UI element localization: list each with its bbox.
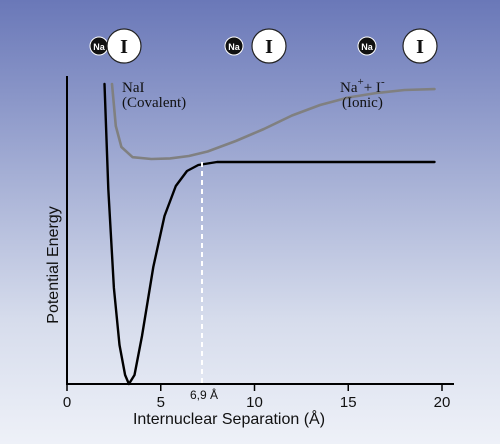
iodine-atom-label: I xyxy=(120,36,128,58)
y-axis-label: Potential Energy xyxy=(45,206,62,323)
sodium-atom-icon xyxy=(224,36,244,56)
x-tick-label: 5 xyxy=(157,394,165,411)
iodine-atom-label: I xyxy=(265,36,273,58)
ionic-label-line2: (Ionic) xyxy=(342,95,383,111)
sodium-atom-label: Na xyxy=(361,42,373,52)
covalent-label-line2: (Covalent) xyxy=(122,95,186,111)
sodium-atom-label: Na xyxy=(93,42,105,52)
ionic-label-sup2: - xyxy=(381,76,385,88)
x-tick-label: 0 xyxy=(63,394,71,411)
x-axis-label: Internuclear Separation (Å) xyxy=(133,409,325,428)
ionic-curve xyxy=(110,82,436,161)
x-tick-label: 10 xyxy=(246,394,263,411)
covalent-label-line1: NaI xyxy=(122,80,145,96)
sodium-atom-label: Na xyxy=(228,42,240,52)
sodium-atom-icon xyxy=(357,36,377,56)
iodine-atom-icon xyxy=(402,28,438,64)
ionic-label-line1: Na++ I- xyxy=(340,76,385,96)
iodine-atom-label: I xyxy=(416,36,424,58)
x-tick-label: 20 xyxy=(434,394,451,411)
ionic-label-mid: + I xyxy=(364,80,381,96)
ionic-label-sup: + xyxy=(358,76,364,88)
crossing-label: 6,9 Å xyxy=(190,387,218,402)
ionic-label-base: Na xyxy=(340,80,358,96)
covalent-curve xyxy=(103,82,436,386)
iodine-atom-icon xyxy=(251,28,287,64)
iodine-atom-icon xyxy=(106,28,142,64)
x-tick-label: 15 xyxy=(340,394,357,411)
